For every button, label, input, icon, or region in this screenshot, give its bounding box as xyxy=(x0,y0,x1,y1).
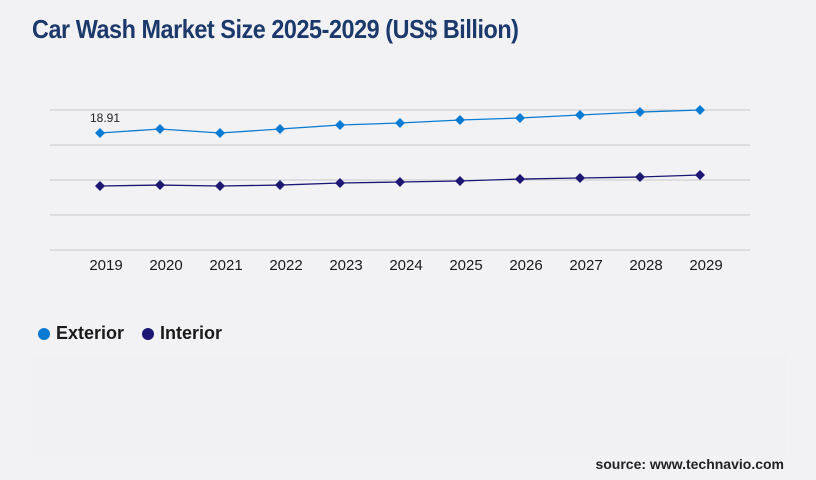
legend-item-exterior[interactable]: Exterior xyxy=(38,323,124,344)
x-tick-label: 2026 xyxy=(509,257,542,274)
data-point-exterior[interactable] xyxy=(635,107,645,118)
data-point-exterior[interactable] xyxy=(395,117,405,128)
x-tick-label: 2020 xyxy=(149,257,182,274)
series-group xyxy=(95,105,705,192)
x-tick-label: 2029 xyxy=(689,257,722,274)
x-tick-label: 2021 xyxy=(209,257,242,274)
data-point-interior[interactable] xyxy=(155,180,165,191)
data-point-interior[interactable] xyxy=(95,181,105,192)
data-point-exterior[interactable] xyxy=(335,120,345,131)
data-point-exterior[interactable] xyxy=(515,112,525,123)
legend-label-exterior: Exterior xyxy=(56,323,125,343)
x-axis-ticks: 2019 2020 2021 2022 2023 2024 2025 2026 2027 2028… xyxy=(89,257,722,274)
data-point-interior[interactable] xyxy=(335,178,345,189)
x-tick-label: 2024 xyxy=(389,257,422,274)
background-panel xyxy=(32,355,786,455)
source-credit: source: www.technavio.com xyxy=(595,456,784,472)
line-chart: 2019 2020 2021 2022 2023 2024 2025 2026 2027 2028… xyxy=(50,105,750,274)
data-point-exterior[interactable] xyxy=(155,123,165,134)
x-tick-label: 2022 xyxy=(269,257,302,274)
data-point-exterior[interactable] xyxy=(95,128,105,139)
x-tick-label: 2027 xyxy=(569,257,602,274)
data-point-exterior[interactable] xyxy=(455,115,465,126)
data-point-exterior[interactable] xyxy=(695,105,705,115)
legend-marker-interior xyxy=(142,327,155,340)
legend-marker-exterior xyxy=(38,327,50,340)
x-tick-label: 2025 xyxy=(449,257,482,274)
data-point-interior[interactable] xyxy=(695,170,705,181)
data-point-exterior[interactable] xyxy=(575,110,585,121)
data-point-exterior[interactable] xyxy=(275,123,285,134)
chart-title: Car Wash Market Size 2025-2029 (US$ Bill… xyxy=(32,14,519,44)
data-point-interior[interactable] xyxy=(215,181,225,192)
data-point-interior[interactable] xyxy=(455,176,465,187)
x-tick-label: 2023 xyxy=(329,257,362,274)
data-point-interior[interactable] xyxy=(395,177,405,188)
data-label: 18.91 xyxy=(90,111,120,125)
data-point-interior[interactable] xyxy=(575,172,585,183)
data-point-interior[interactable] xyxy=(515,174,525,185)
data-point-exterior[interactable] xyxy=(215,128,225,139)
legend-item-interior[interactable]: Interior xyxy=(142,323,222,344)
x-tick-label: 2028 xyxy=(629,257,662,274)
data-point-interior[interactable] xyxy=(275,180,285,191)
legend: Exterior Interior xyxy=(38,323,222,344)
x-tick-label: 2019 xyxy=(89,257,122,274)
legend-label-interior: Interior xyxy=(160,323,223,343)
data-point-interior[interactable] xyxy=(635,171,645,182)
data-labels: 18.91 xyxy=(90,111,120,125)
